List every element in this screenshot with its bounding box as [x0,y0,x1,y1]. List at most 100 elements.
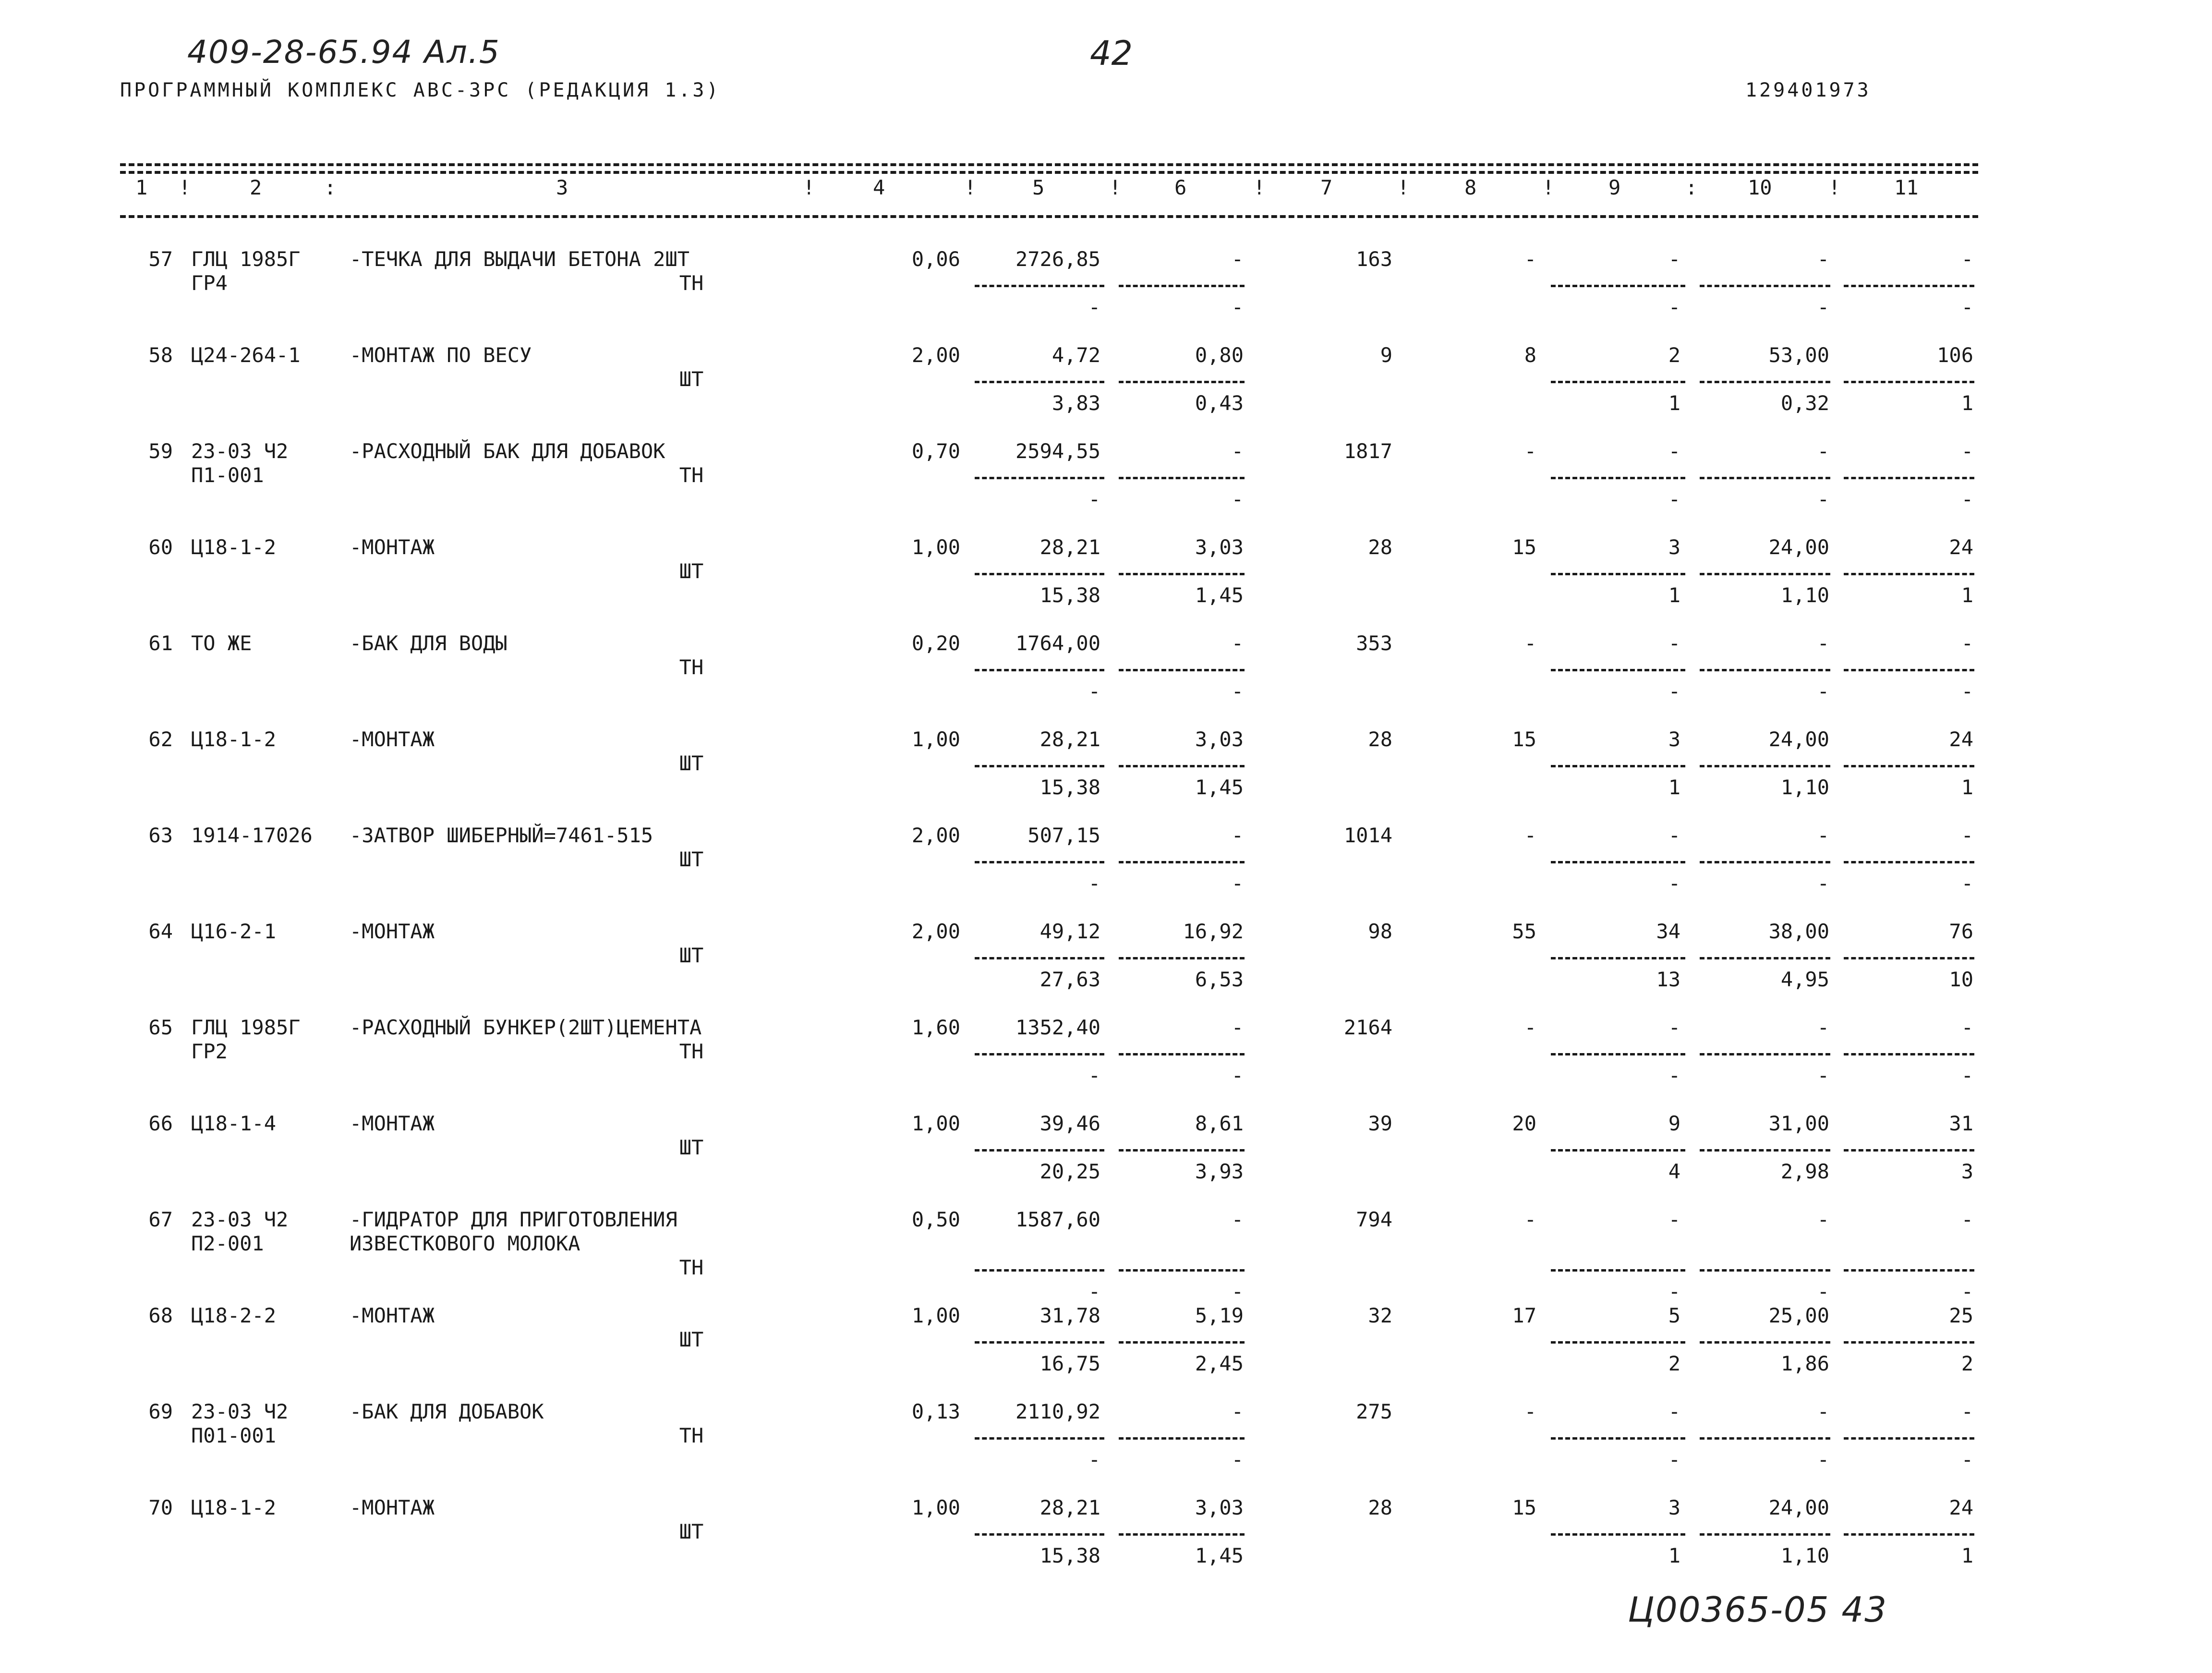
unit-of-measure: ШТ [679,559,704,583]
machinist-labor-per-unit: - [1817,1064,1829,1087]
table-row: 62 Ц18-1-2 -МОНТАЖ ШТ 1,00 28,21 15,38 3,03 1,45… [0,727,2212,824]
machinist-labor-per-unit: 0,32 [1780,391,1829,415]
header-bottom-rule [120,215,1978,218]
table-row: 57 ГЛЦ 1985Г ГР4 -ТЕЧКА ДЛЯ ВЫДАЧИ БЕТОНА 2… [0,247,2212,343]
fraction-rule [1700,1437,1830,1440]
item-name: -БАК ДЛЯ ВОДЫ [350,631,508,655]
fraction-rule [1551,1437,1685,1440]
rate-code: Ц16-2-1 [191,920,277,943]
column-separator: ! [803,176,815,199]
machinist-labor-per-unit: - [1817,872,1829,895]
labor-per-unit: 24,00 [1768,1496,1829,1519]
unit-of-measure: ШТ [679,848,704,871]
quantity: 1,00 [911,1496,960,1519]
unit-of-measure: ШТ [679,944,704,967]
machinist-labor-total: 3 [1961,1160,1973,1183]
rate-code: Ц18-1-2 [191,535,277,559]
column-header: 6 [1174,176,1187,199]
machine-cost: 3,03 [1195,535,1244,559]
unit-cost-wages: 20,25 [1040,1160,1100,1183]
unit-cost: 39,46 [1040,1112,1100,1135]
machinist-labor-per-unit: 4,95 [1780,968,1829,991]
machinist-labor-per-unit: 2,98 [1780,1160,1829,1183]
machine-total: - [1668,1400,1680,1423]
machine-cost-wages: - [1231,295,1244,319]
machine-wages-total: - [1668,1064,1680,1087]
unit-cost-wages: 15,38 [1040,1544,1100,1567]
machine-cost-wages: - [1231,1280,1244,1303]
fraction-rule [1551,1341,1685,1344]
quantity: 1,00 [911,727,960,751]
unit-cost: 1352,40 [1015,1016,1100,1039]
unit-of-measure: ТН [679,1424,704,1447]
fraction-rule [1700,957,1830,959]
machine-cost-wages: - [1231,1064,1244,1087]
fraction-rule [1700,861,1830,863]
fraction-rule [1700,285,1830,287]
fraction-rule [1119,1437,1245,1440]
fraction-rule [1700,477,1830,479]
machine-wages-total: 1 [1668,776,1680,799]
fraction-rule [1844,1533,1974,1536]
machine-total: 9 [1668,1112,1680,1135]
fraction-rule [1551,1053,1685,1055]
fraction-rule [1700,381,1830,383]
unit-of-measure: ШТ [679,367,704,391]
table-row: 67 23-03 Ч2 П2-001 -ГИДРАТОР ДЛЯ ПРИГОТОВЛЕ… [0,1208,2212,1304]
labor-total: 31 [1949,1112,1973,1135]
total-cost: 353 [1356,631,1392,655]
fraction-rule [1700,1269,1830,1272]
quantity: 0,20 [911,631,960,655]
labor-total: - [1961,439,1973,463]
fraction-rule [1551,285,1685,287]
machinist-labor-total: - [1961,295,1973,319]
row-number: 63 [148,824,173,847]
machine-cost: 5,19 [1195,1304,1244,1327]
machinist-labor-per-unit: 1,10 [1780,776,1829,799]
machinist-labor-total: 1 [1961,391,1973,415]
machinist-labor-per-unit: - [1817,295,1829,319]
labor-per-unit: - [1817,1400,1829,1423]
fraction-rule [1844,957,1974,959]
machine-cost-wages: - [1231,872,1244,895]
machine-total: 34 [1656,920,1680,943]
column-separator: : [1685,176,1698,199]
row-number: 65 [148,1016,173,1039]
item-name: -ГИДРАТОР ДЛЯ ПРИГОТОВЛЕНИЯ [350,1208,677,1231]
wages-total: 15 [1512,1496,1536,1519]
machine-cost-wages: - [1231,679,1244,703]
unit-cost: 1764,00 [1015,631,1100,655]
machine-cost: - [1231,631,1244,655]
machine-wages-total: - [1668,1280,1680,1303]
labor-total: 24 [1949,1496,1973,1519]
total-cost: 28 [1368,535,1392,559]
rate-code: 1914-17026 [191,824,313,847]
fraction-rule [1119,1269,1245,1272]
rate-code: 23-03 Ч2 [191,1400,289,1423]
fraction-rule [975,381,1104,383]
quantity: 0,70 [911,439,960,463]
table-row: 59 23-03 Ч2 П1-001 -РАСХОДНЫЙ БАК ДЛЯ ДОБАВ… [0,439,2212,535]
row-number: 58 [148,343,173,367]
machine-total: - [1668,1208,1680,1231]
machine-cost-wages: 6,53 [1195,968,1244,991]
machine-cost-wages: 3,93 [1195,1160,1244,1183]
total-cost: 9 [1380,343,1392,367]
fraction-rule [1844,1053,1974,1055]
machine-cost: 3,03 [1195,1496,1244,1519]
machinist-labor-per-unit: 1,10 [1780,1544,1829,1567]
row-number: 68 [148,1304,173,1327]
labor-total: 24 [1949,727,1973,751]
wages-total: - [1524,824,1536,847]
machine-cost: - [1231,824,1244,847]
machine-cost: - [1231,247,1244,271]
machine-total: 5 [1668,1304,1680,1327]
machinist-labor-total: - [1961,1280,1973,1303]
table-row: 64 Ц16-2-1 -МОНТАЖ ШТ 2,00 49,12 27,63 16,92 6,5… [0,920,2212,1016]
fraction-rule [1844,1269,1974,1272]
item-name: -ЗАТВОР ШИБЕРНЫЙ=7461-515 [350,824,653,847]
machinist-labor-total: 1 [1961,1544,1973,1567]
table-row: 69 23-03 Ч2 П01-001 -БАК ДЛЯ ДОБАВОК ТН 0,13 2… [0,1400,2212,1496]
fraction-rule [1700,1053,1830,1055]
